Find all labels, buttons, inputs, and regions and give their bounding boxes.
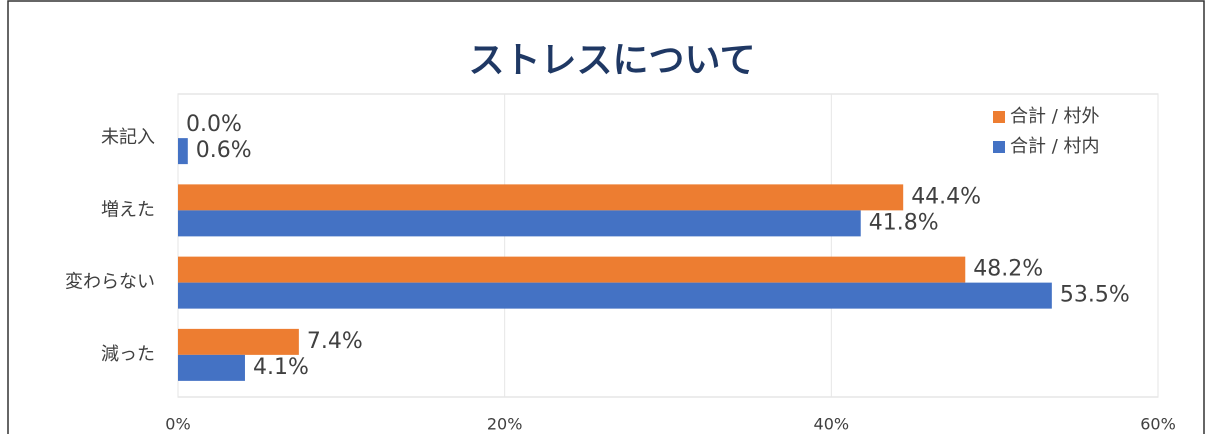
bar	[178, 210, 861, 237]
x-tick-label: 40%	[814, 415, 850, 434]
y-tick-label: 未記入	[101, 127, 155, 148]
legend-label: 合計 / 村外	[1010, 106, 1100, 127]
data-label: 0.0%	[186, 112, 242, 137]
y-tick-label: 減った	[101, 344, 155, 365]
data-label: 44.4%	[911, 184, 981, 209]
bar	[178, 328, 299, 355]
legend-label: 合計 / 村内	[1010, 136, 1100, 157]
data-label: 4.1%	[253, 355, 309, 380]
chart-title: ストレスについて	[469, 40, 756, 81]
x-tick-label: 20%	[487, 415, 523, 434]
data-label: 53.5%	[1060, 283, 1130, 308]
data-label: 0.6%	[196, 138, 252, 163]
bar	[178, 256, 966, 283]
y-tick-label: 増えた	[101, 199, 155, 220]
x-tick-label: 0%	[165, 415, 190, 434]
data-label: 48.2%	[973, 257, 1043, 282]
bar	[178, 282, 1052, 309]
y-tick-label: 変わらない	[65, 272, 155, 293]
data-label: 7.4%	[307, 329, 363, 354]
bar	[178, 184, 904, 211]
bar	[178, 138, 188, 165]
x-tick-label: 60%	[1140, 415, 1176, 434]
legend-swatch	[993, 111, 1005, 123]
bar	[178, 354, 245, 381]
data-label: 41.8%	[869, 210, 939, 235]
legend-swatch	[993, 141, 1005, 153]
